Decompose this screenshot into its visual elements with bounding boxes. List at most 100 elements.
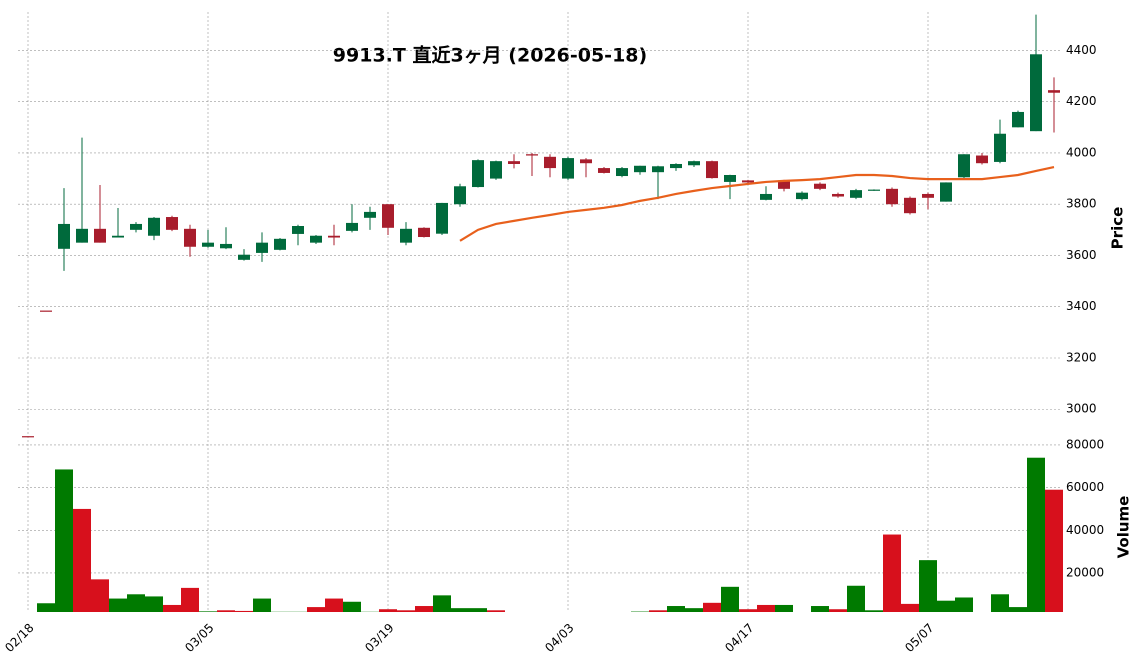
volume-bar xyxy=(721,586,739,612)
volume-bar xyxy=(937,600,955,612)
candle-body xyxy=(1012,111,1024,128)
candle-body xyxy=(562,158,574,179)
volume-bar xyxy=(775,604,793,612)
y-tick-label: 4000 xyxy=(1066,145,1097,159)
volume-bar xyxy=(235,610,253,612)
candle-body xyxy=(814,183,826,189)
x-tick-label: 04/17 xyxy=(722,621,756,655)
volume-bar xyxy=(991,594,1009,612)
volume-bar xyxy=(325,598,343,612)
candle-body xyxy=(364,211,376,218)
candle-body xyxy=(508,161,520,164)
y-axis-title: Price xyxy=(1109,207,1127,250)
candle-body xyxy=(1030,54,1042,132)
volume-bar xyxy=(955,597,973,612)
candle-body xyxy=(220,243,232,249)
candle-body xyxy=(40,310,52,312)
y-tick-label: 3000 xyxy=(1066,402,1097,416)
y2-tick-label: 80000 xyxy=(1066,437,1104,451)
volume-bar xyxy=(487,610,505,612)
y-tick-label: 4400 xyxy=(1066,43,1097,57)
volume-bar xyxy=(865,610,883,612)
y-tick-label: 3200 xyxy=(1066,350,1097,364)
x-tick-label: 02/18 xyxy=(2,621,36,655)
volume-bar xyxy=(451,608,469,612)
candle-body xyxy=(958,154,970,178)
volume-bar xyxy=(883,534,901,612)
volume-bar xyxy=(667,606,685,612)
candle-body xyxy=(580,159,592,164)
candle-body xyxy=(418,227,430,238)
candle-body xyxy=(616,168,628,177)
volume-bar xyxy=(37,603,55,612)
volume-bar xyxy=(181,587,199,612)
candle-body xyxy=(94,228,106,243)
candle-body xyxy=(688,161,700,166)
x-tick-label: 03/19 xyxy=(362,621,396,655)
volume-bar xyxy=(307,607,325,612)
volume-bar xyxy=(163,604,181,612)
candle-body xyxy=(706,161,718,179)
moving-average-line xyxy=(459,165,1055,242)
candle-body xyxy=(670,163,682,169)
candle-body xyxy=(292,226,304,234)
volume-bar xyxy=(757,604,775,612)
candle-body xyxy=(58,223,70,249)
candle-body xyxy=(310,235,322,243)
candle-body xyxy=(742,180,754,183)
candle-body xyxy=(346,222,358,231)
volume-bar xyxy=(919,560,937,612)
candle-body xyxy=(634,165,646,173)
candle-body xyxy=(238,254,250,260)
volume-bar xyxy=(145,596,163,612)
candle-body xyxy=(940,182,952,202)
volume-bar xyxy=(433,595,451,612)
candle-body xyxy=(904,197,916,214)
candle-body xyxy=(22,436,34,438)
x-tick-label: 05/07 xyxy=(902,621,936,655)
y2-tick-label: 60000 xyxy=(1066,480,1104,494)
candle-body xyxy=(832,193,844,197)
y-tick-label: 4200 xyxy=(1066,94,1097,108)
candle-body xyxy=(490,161,502,179)
candle-body xyxy=(382,204,394,228)
y-tick-label: 3400 xyxy=(1066,299,1097,313)
volume-bar xyxy=(685,608,703,612)
y2-axis-title: Volume xyxy=(1115,496,1133,559)
volume-bar xyxy=(253,598,271,612)
volume-bar xyxy=(1045,489,1063,612)
volume-bar xyxy=(811,606,829,612)
volume-bar xyxy=(1027,457,1045,612)
volume-bar xyxy=(109,598,127,612)
volume-bar xyxy=(1009,607,1027,612)
candle-body xyxy=(544,156,556,169)
volume-bar xyxy=(649,610,667,612)
volume-bar xyxy=(829,609,847,612)
candle-body xyxy=(166,217,178,230)
candle-body xyxy=(724,174,736,182)
candle-body xyxy=(148,217,160,236)
volume-bar xyxy=(739,609,757,612)
volume-bar xyxy=(469,608,487,612)
candle-body xyxy=(184,228,196,247)
candle-body xyxy=(274,238,286,250)
y-tick-label: 3600 xyxy=(1066,248,1097,262)
x-tick-label: 03/05 xyxy=(182,621,216,655)
x-tick-label: 04/03 xyxy=(542,621,576,655)
volume-bar xyxy=(379,609,397,612)
chart-title: 9913.T 直近3ヶ月 (2026-05-18) xyxy=(333,44,647,67)
y2-tick-label: 20000 xyxy=(1066,565,1104,579)
volume-bar xyxy=(901,603,919,612)
candle-body xyxy=(796,192,808,200)
candle-body xyxy=(922,193,934,198)
candle-body xyxy=(202,242,214,247)
candle-body xyxy=(760,193,772,200)
candle-body xyxy=(598,168,610,173)
volume-bar xyxy=(199,611,217,612)
y2-tick-label: 40000 xyxy=(1066,523,1104,537)
candle-body xyxy=(652,166,664,173)
candle-body xyxy=(472,160,484,188)
volume-bar xyxy=(91,579,109,612)
candle-body xyxy=(112,235,124,238)
volume-bar xyxy=(397,610,415,612)
